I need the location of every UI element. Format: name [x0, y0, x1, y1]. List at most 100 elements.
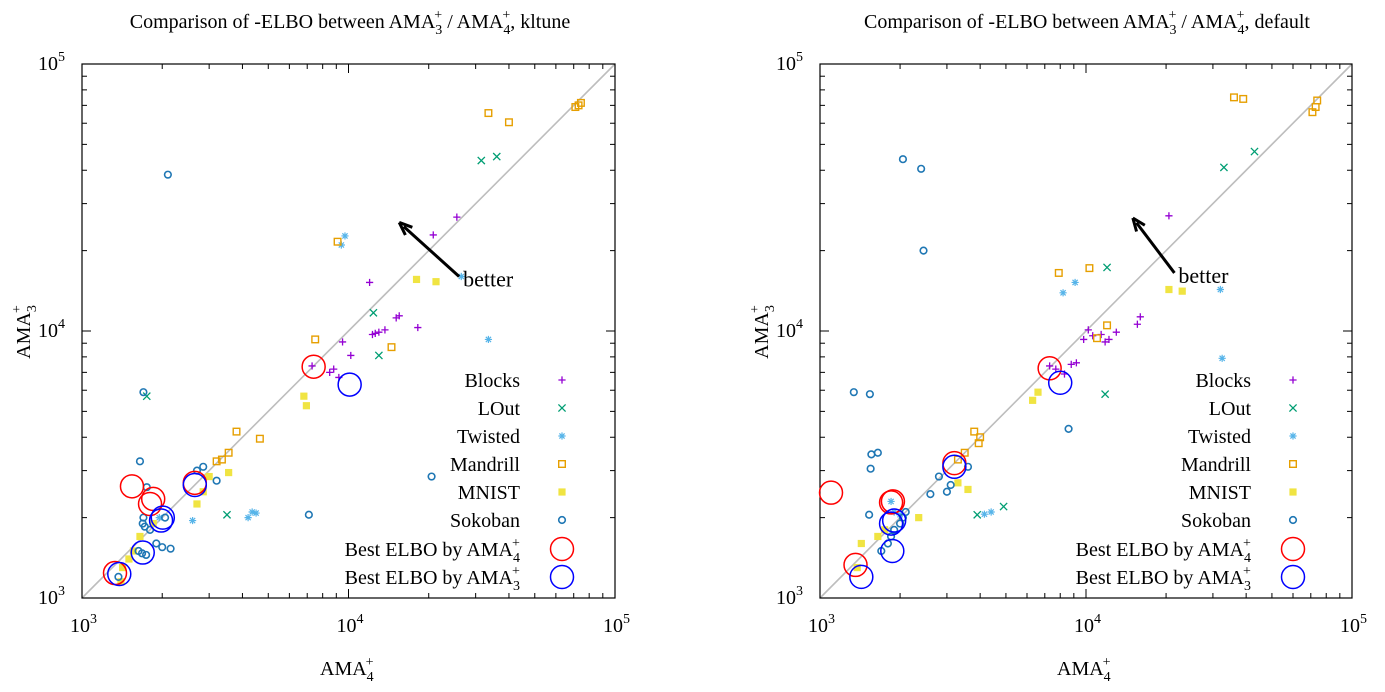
axis-ticks — [81, 64, 615, 599]
data-point — [129, 547, 138, 555]
legend-label: LOut — [478, 398, 521, 420]
data-point — [1313, 96, 1322, 105]
series-lout — [142, 152, 501, 519]
series-mandrill — [212, 98, 585, 466]
legend-label: MNIST — [458, 482, 520, 504]
x-tick-label: 104 — [337, 612, 364, 637]
data-point — [118, 563, 127, 572]
series-best-elbo-by-ama3- — [107, 372, 362, 587]
data-point — [139, 388, 148, 397]
data-point — [1054, 268, 1063, 277]
data-point — [1165, 285, 1173, 294]
data-point — [457, 272, 465, 281]
legend-label: Blocks — [1195, 370, 1251, 392]
data-point — [193, 500, 201, 508]
data-point — [429, 231, 437, 239]
data-point — [843, 552, 868, 578]
data-point — [477, 156, 486, 165]
data-point — [163, 170, 172, 179]
data-point — [980, 510, 989, 518]
data-point — [484, 335, 493, 344]
legend: Blocks LOut Twisted Mandrill MNIST Sokoban Bes… — [1076, 370, 1306, 594]
legend-marker — [557, 403, 567, 413]
data-point — [1105, 335, 1113, 344]
data-point — [347, 351, 355, 360]
data-point — [1071, 278, 1079, 287]
data-point — [304, 510, 313, 519]
data-point — [182, 472, 208, 498]
data-point — [182, 470, 208, 496]
data-point — [135, 457, 145, 466]
data-point — [341, 232, 349, 240]
data-point — [1250, 147, 1259, 156]
y-tick-label: 105 — [776, 50, 803, 75]
chart-title: Comparison of -ELBO between AMA3+ / AMA4… — [130, 8, 571, 38]
legend-label: MNIST — [1189, 482, 1251, 504]
data-point — [926, 489, 935, 499]
data-point — [150, 505, 176, 530]
data-point — [866, 464, 875, 473]
legend-marker — [1289, 488, 1297, 496]
series-mnist — [853, 285, 1186, 572]
data-point — [333, 237, 342, 246]
axis-ticks — [819, 64, 1352, 599]
data-point — [222, 510, 232, 519]
data-point — [414, 323, 422, 332]
y-axis-label: AMA3+ — [748, 305, 778, 359]
data-point — [1089, 332, 1097, 340]
legend-label: Sokoban — [1181, 510, 1251, 532]
data-point — [504, 118, 513, 127]
data-point — [492, 152, 501, 161]
x-tick-label: 105 — [1340, 612, 1367, 637]
data-point — [878, 511, 904, 536]
data-point — [576, 98, 585, 107]
data-point — [881, 508, 907, 533]
data-point — [970, 427, 979, 436]
legend-marker — [1280, 536, 1306, 562]
legend-label: Best ELBO by AMA4+ — [1076, 536, 1251, 566]
data-point — [160, 513, 170, 522]
data-point — [142, 550, 151, 560]
data-point — [125, 555, 133, 563]
x-axis-label: AMA4+ — [1057, 655, 1111, 685]
data-point — [330, 365, 338, 373]
data-point — [371, 329, 379, 337]
data-point — [857, 539, 865, 548]
data-point — [1101, 390, 1110, 399]
y-tick-label: 104 — [776, 317, 803, 342]
data-point — [1085, 264, 1094, 273]
data-point — [890, 525, 899, 534]
legend-marker — [1288, 460, 1297, 469]
data-point — [212, 457, 221, 466]
legend-marker — [558, 376, 566, 384]
x-tick-label: 105 — [603, 612, 630, 637]
data-point — [366, 278, 374, 287]
data-point — [853, 563, 861, 572]
data-point — [301, 354, 326, 379]
series-blocks — [308, 213, 461, 382]
data-point — [934, 472, 944, 481]
data-point — [142, 392, 151, 401]
legend-marker — [549, 536, 575, 562]
legend-marker — [549, 564, 575, 590]
data-point — [308, 362, 316, 370]
data-point — [976, 433, 985, 442]
data-point — [849, 564, 874, 590]
data-point — [880, 538, 905, 564]
data-point — [973, 510, 982, 519]
data-point — [130, 540, 155, 565]
legend-label: Mandrill — [450, 454, 520, 476]
chart-title: Comparison of -ELBO between AMA3+ / AMA4… — [864, 8, 1310, 38]
data-point — [818, 480, 844, 505]
data-point — [987, 508, 995, 516]
legend-marker — [557, 515, 567, 525]
data-point — [878, 490, 904, 515]
better-arrow — [397, 221, 461, 278]
legend-label: Twisted — [1188, 426, 1251, 448]
annotation-text: better — [1178, 263, 1229, 288]
legend-label: Mandrill — [1181, 454, 1251, 476]
legend-label: Best ELBO by AMA3+ — [1076, 564, 1251, 594]
legend-label: Blocks — [464, 370, 520, 392]
legend-label: Twisted — [457, 426, 520, 448]
